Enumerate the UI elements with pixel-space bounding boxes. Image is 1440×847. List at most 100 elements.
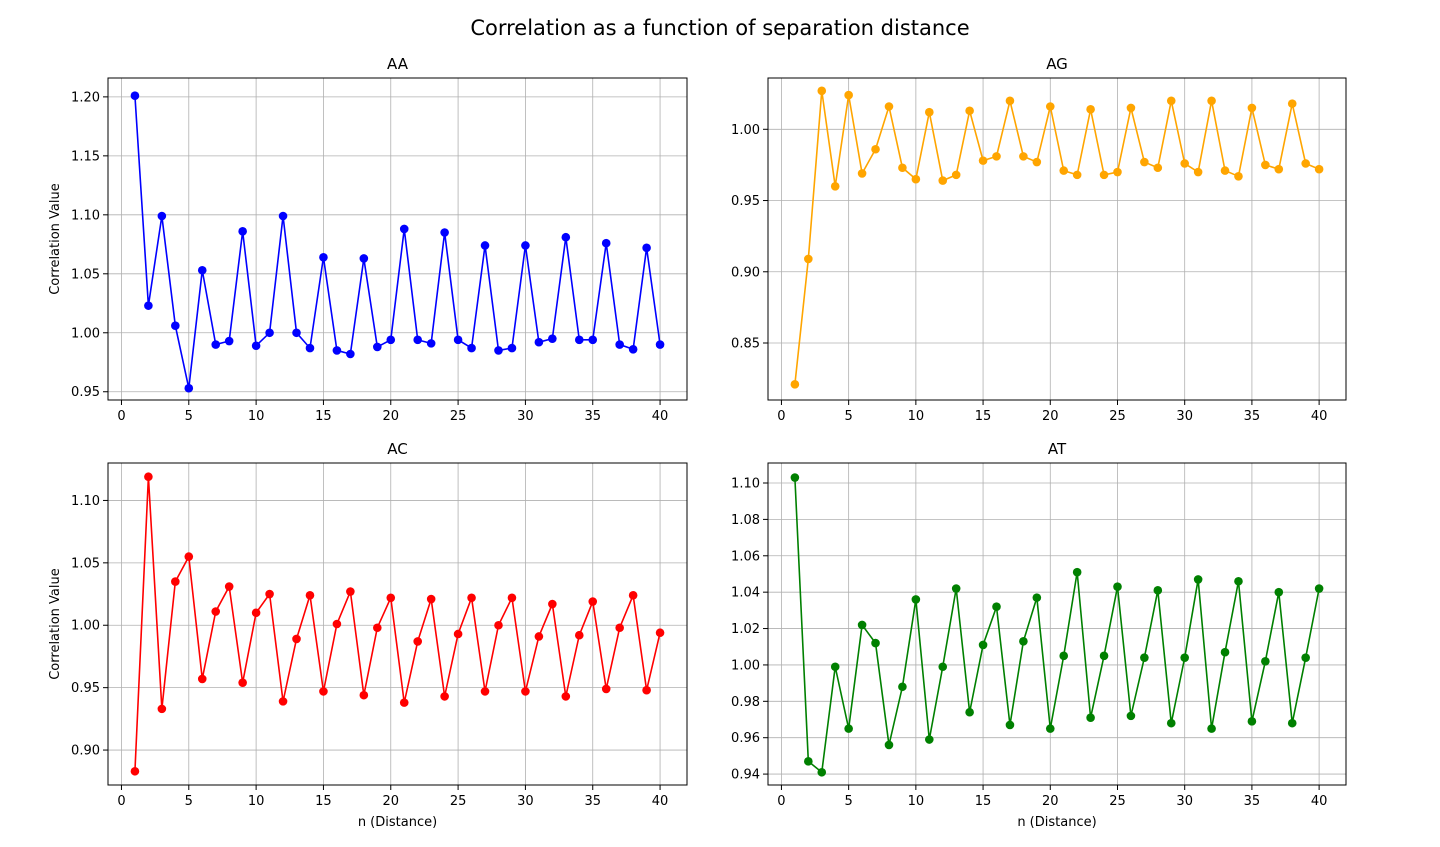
data-point <box>951 170 961 180</box>
data-point <box>278 697 288 706</box>
data-point <box>548 334 557 343</box>
data-point <box>534 337 544 347</box>
data-point <box>507 593 517 603</box>
data-point <box>588 597 598 606</box>
data-point <box>373 623 382 633</box>
data-point <box>1261 160 1270 170</box>
x-tick-label: 30 <box>517 794 534 809</box>
data-point <box>130 766 140 776</box>
data-point <box>911 595 921 604</box>
x-tick-label: 20 <box>1042 409 1059 424</box>
grid <box>108 463 687 785</box>
data-point <box>1140 157 1149 167</box>
data-point <box>1072 567 1082 577</box>
y-tick-label: 1.15 <box>71 149 100 164</box>
data-point <box>1301 159 1310 168</box>
data-point <box>521 687 530 696</box>
x-tick-label: 5 <box>845 794 853 809</box>
x-tick-label: 20 <box>1042 794 1059 809</box>
data-point <box>211 340 221 349</box>
data-point <box>925 735 934 744</box>
y-axis: 0.85 0.90 0.95 1.00 <box>731 123 768 352</box>
data-point <box>305 590 315 600</box>
data-point <box>386 335 396 345</box>
x-tick-label: 15 <box>315 794 332 809</box>
x-tick-label: 20 <box>382 409 399 424</box>
data-point <box>588 335 598 345</box>
y-tick-label: 0.95 <box>731 194 760 209</box>
data-point <box>615 623 624 633</box>
data-point <box>1059 166 1069 175</box>
data-point <box>319 252 328 262</box>
series-line <box>794 90 1320 385</box>
x-tick-label: 0 <box>777 794 785 809</box>
x-tick-label: 5 <box>185 409 193 424</box>
data-point <box>601 238 611 248</box>
plot-frame <box>767 77 1347 401</box>
data-point <box>1220 166 1230 175</box>
data-point <box>373 342 382 352</box>
data-point <box>1166 718 1176 728</box>
data-point <box>521 241 530 250</box>
data-point <box>574 630 584 640</box>
data-point <box>1274 164 1284 174</box>
data-point <box>413 637 422 646</box>
plot-frame <box>767 462 1347 786</box>
data-point <box>305 343 315 353</box>
data-point <box>292 328 301 338</box>
x-tick-label: 30 <box>1176 409 1193 424</box>
data-point <box>871 144 880 154</box>
data-point <box>548 599 557 609</box>
y-axis-label: Correlation Value <box>48 568 63 680</box>
data-point <box>844 724 853 733</box>
x-tick-label: 35 <box>1244 794 1261 809</box>
data-point <box>197 265 207 275</box>
x-tick-label: 35 <box>1244 409 1261 424</box>
data-point <box>628 344 638 354</box>
data-point <box>898 163 907 173</box>
data-point <box>992 602 1001 612</box>
data-point <box>561 232 571 242</box>
data-point <box>1261 656 1270 666</box>
subplot-title: AA <box>387 55 409 73</box>
data-point <box>601 684 611 694</box>
x-tick-label: 15 <box>315 409 332 424</box>
x-tick-label: 10 <box>908 794 925 809</box>
data-point <box>346 349 355 359</box>
data-point <box>413 335 422 345</box>
data-point <box>938 662 948 672</box>
data-point <box>830 662 840 672</box>
y-axis: 0.90 0.95 1.00 1.05 1.10 <box>71 494 108 759</box>
data-point <box>1153 586 1163 595</box>
subplot-at: 0 5 10 15 20 25 30 35 40 0.94 0.96 0.98 1.00 1.02 1.04… <box>731 440 1347 830</box>
data-point <box>359 254 369 263</box>
x-tick-label: 35 <box>584 794 601 809</box>
data-point <box>817 86 827 96</box>
data-point <box>1180 653 1189 662</box>
data-point <box>197 674 207 684</box>
series-markers <box>790 473 1324 777</box>
x-axis: 0 5 10 15 20 25 30 35 40 <box>777 400 1327 424</box>
data-point <box>1045 724 1055 733</box>
data-point <box>319 687 328 696</box>
data-point <box>292 634 301 644</box>
y-tick-label: 0.95 <box>71 385 100 400</box>
subplot-ac: 0 5 10 15 20 25 30 35 40 0.90 0.95 1.00 1.05 1.10 AC n … <box>48 440 688 830</box>
data-point <box>1045 102 1055 111</box>
data-point <box>1234 172 1243 181</box>
data-point <box>817 767 827 777</box>
x-axis-label: n (Distance) <box>1017 815 1096 830</box>
x-tick-label: 30 <box>1176 794 1193 809</box>
data-point <box>1019 636 1028 646</box>
data-point <box>171 577 180 586</box>
data-point <box>1059 651 1069 661</box>
data-point <box>925 107 934 117</box>
data-point <box>440 692 449 701</box>
y-tick-label: 0.90 <box>71 744 100 759</box>
data-point <box>278 211 288 221</box>
x-tick-label: 0 <box>117 794 125 809</box>
y-tick-label: 0.98 <box>731 695 760 710</box>
data-point <box>426 339 436 348</box>
data-point <box>574 335 584 345</box>
